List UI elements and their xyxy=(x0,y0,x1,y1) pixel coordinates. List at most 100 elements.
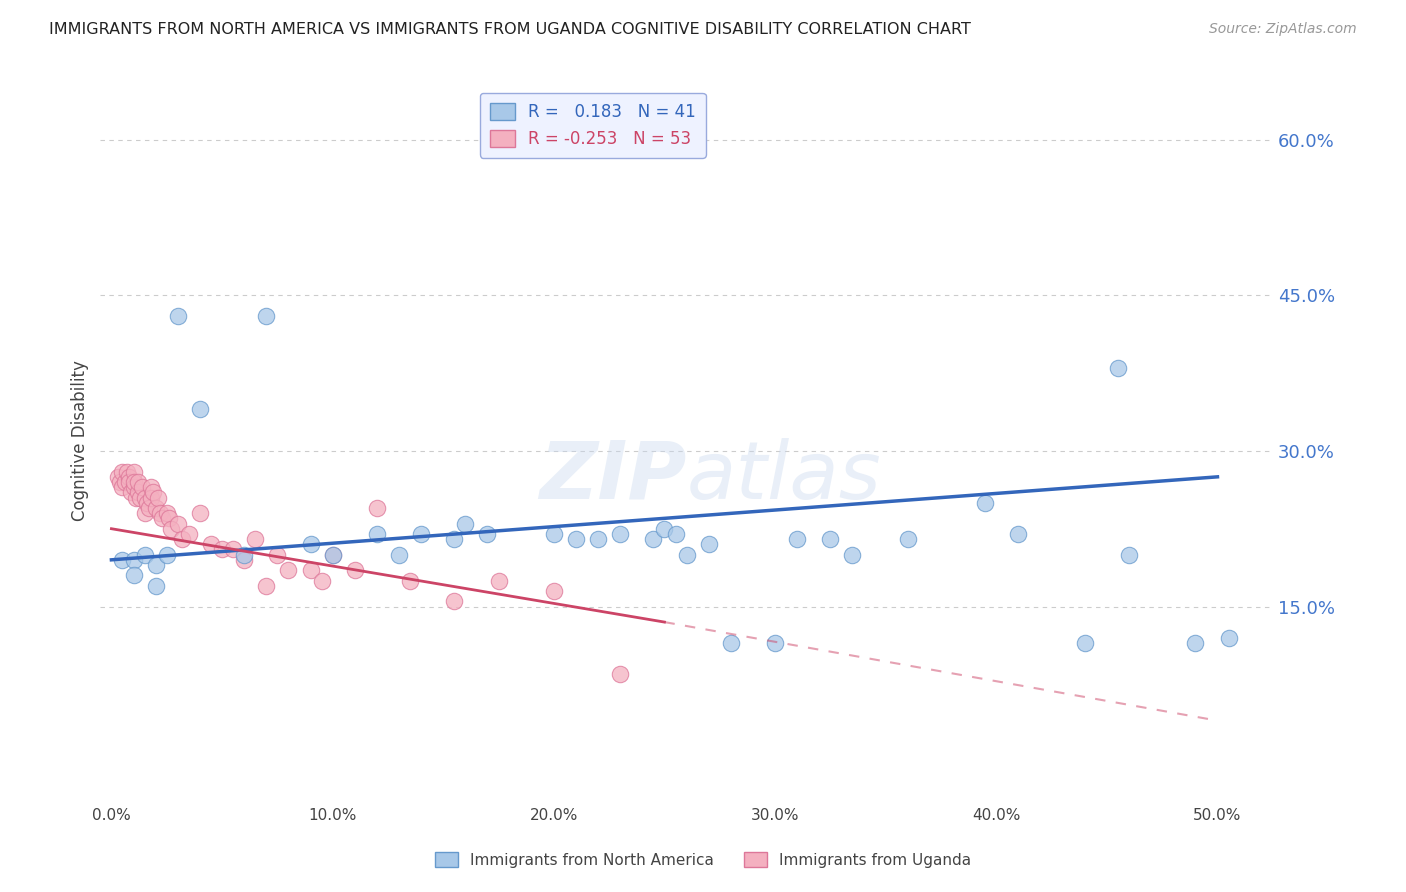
Point xyxy=(841,548,863,562)
Point xyxy=(366,500,388,515)
Point xyxy=(454,516,477,531)
Point xyxy=(125,491,148,505)
Point xyxy=(322,548,344,562)
Point xyxy=(166,309,188,323)
Point xyxy=(118,475,141,489)
Point xyxy=(122,475,145,489)
Point xyxy=(200,537,222,551)
Point xyxy=(122,465,145,479)
Point xyxy=(233,553,256,567)
Point xyxy=(150,511,173,525)
Point xyxy=(211,542,233,557)
Point xyxy=(111,465,134,479)
Point xyxy=(266,548,288,562)
Point xyxy=(134,491,156,505)
Point xyxy=(1107,360,1129,375)
Point xyxy=(127,475,149,489)
Point xyxy=(127,485,149,500)
Point xyxy=(488,574,510,588)
Point xyxy=(111,553,134,567)
Point xyxy=(138,500,160,515)
Point xyxy=(299,563,322,577)
Point xyxy=(254,579,277,593)
Point xyxy=(160,522,183,536)
Point xyxy=(107,470,129,484)
Point xyxy=(142,485,165,500)
Point xyxy=(145,579,167,593)
Text: Source: ZipAtlas.com: Source: ZipAtlas.com xyxy=(1209,22,1357,37)
Point xyxy=(145,558,167,572)
Point xyxy=(141,491,163,505)
Point xyxy=(586,532,609,546)
Point xyxy=(1007,527,1029,541)
Point xyxy=(177,527,200,541)
Point xyxy=(786,532,808,546)
Point xyxy=(697,537,720,551)
Point xyxy=(110,475,132,489)
Point xyxy=(311,574,333,588)
Point xyxy=(145,500,167,515)
Point xyxy=(443,532,465,546)
Point xyxy=(222,542,245,557)
Point xyxy=(166,516,188,531)
Point xyxy=(233,548,256,562)
Point xyxy=(654,522,676,536)
Text: atlas: atlas xyxy=(686,438,882,516)
Point xyxy=(157,511,180,525)
Point xyxy=(1118,548,1140,562)
Point xyxy=(477,527,499,541)
Point xyxy=(343,563,366,577)
Point xyxy=(122,553,145,567)
Text: IMMIGRANTS FROM NORTH AMERICA VS IMMIGRANTS FROM UGANDA COGNITIVE DISABILITY COR: IMMIGRANTS FROM NORTH AMERICA VS IMMIGRA… xyxy=(49,22,972,37)
Point xyxy=(1218,631,1240,645)
Point xyxy=(115,465,138,479)
Point xyxy=(664,527,686,541)
Point xyxy=(322,548,344,562)
Point xyxy=(172,532,194,546)
Point xyxy=(675,548,697,562)
Point xyxy=(399,574,422,588)
Point xyxy=(720,636,742,650)
Point xyxy=(156,506,179,520)
Point xyxy=(188,402,211,417)
Point xyxy=(114,475,136,489)
Point xyxy=(111,480,134,494)
Point xyxy=(443,594,465,608)
Point xyxy=(156,548,179,562)
Legend: Immigrants from North America, Immigrants from Uganda: Immigrants from North America, Immigrant… xyxy=(429,846,977,873)
Point xyxy=(1184,636,1206,650)
Point xyxy=(245,532,267,546)
Point xyxy=(131,480,153,494)
Point xyxy=(120,485,142,500)
Point xyxy=(149,506,172,520)
Point xyxy=(643,532,665,546)
Point xyxy=(763,636,786,650)
Point xyxy=(897,532,920,546)
Point xyxy=(122,568,145,582)
Point xyxy=(299,537,322,551)
Point xyxy=(609,527,631,541)
Point xyxy=(129,491,152,505)
Text: ZIP: ZIP xyxy=(538,438,686,516)
Legend: R =   0.183   N = 41, R = -0.253   N = 53: R = 0.183 N = 41, R = -0.253 N = 53 xyxy=(479,93,706,158)
Point xyxy=(820,532,842,546)
Point xyxy=(366,527,388,541)
Point xyxy=(135,496,157,510)
Point xyxy=(609,667,631,681)
Y-axis label: Cognitive Disability: Cognitive Disability xyxy=(72,360,89,521)
Point xyxy=(543,584,565,599)
Point xyxy=(118,470,141,484)
Point xyxy=(254,309,277,323)
Point xyxy=(565,532,588,546)
Point xyxy=(122,480,145,494)
Point xyxy=(146,491,169,505)
Point xyxy=(277,563,299,577)
Point xyxy=(974,496,997,510)
Point xyxy=(388,548,411,562)
Point xyxy=(1074,636,1097,650)
Point xyxy=(134,506,156,520)
Point xyxy=(134,548,156,562)
Point xyxy=(411,527,433,541)
Point xyxy=(141,480,163,494)
Point xyxy=(543,527,565,541)
